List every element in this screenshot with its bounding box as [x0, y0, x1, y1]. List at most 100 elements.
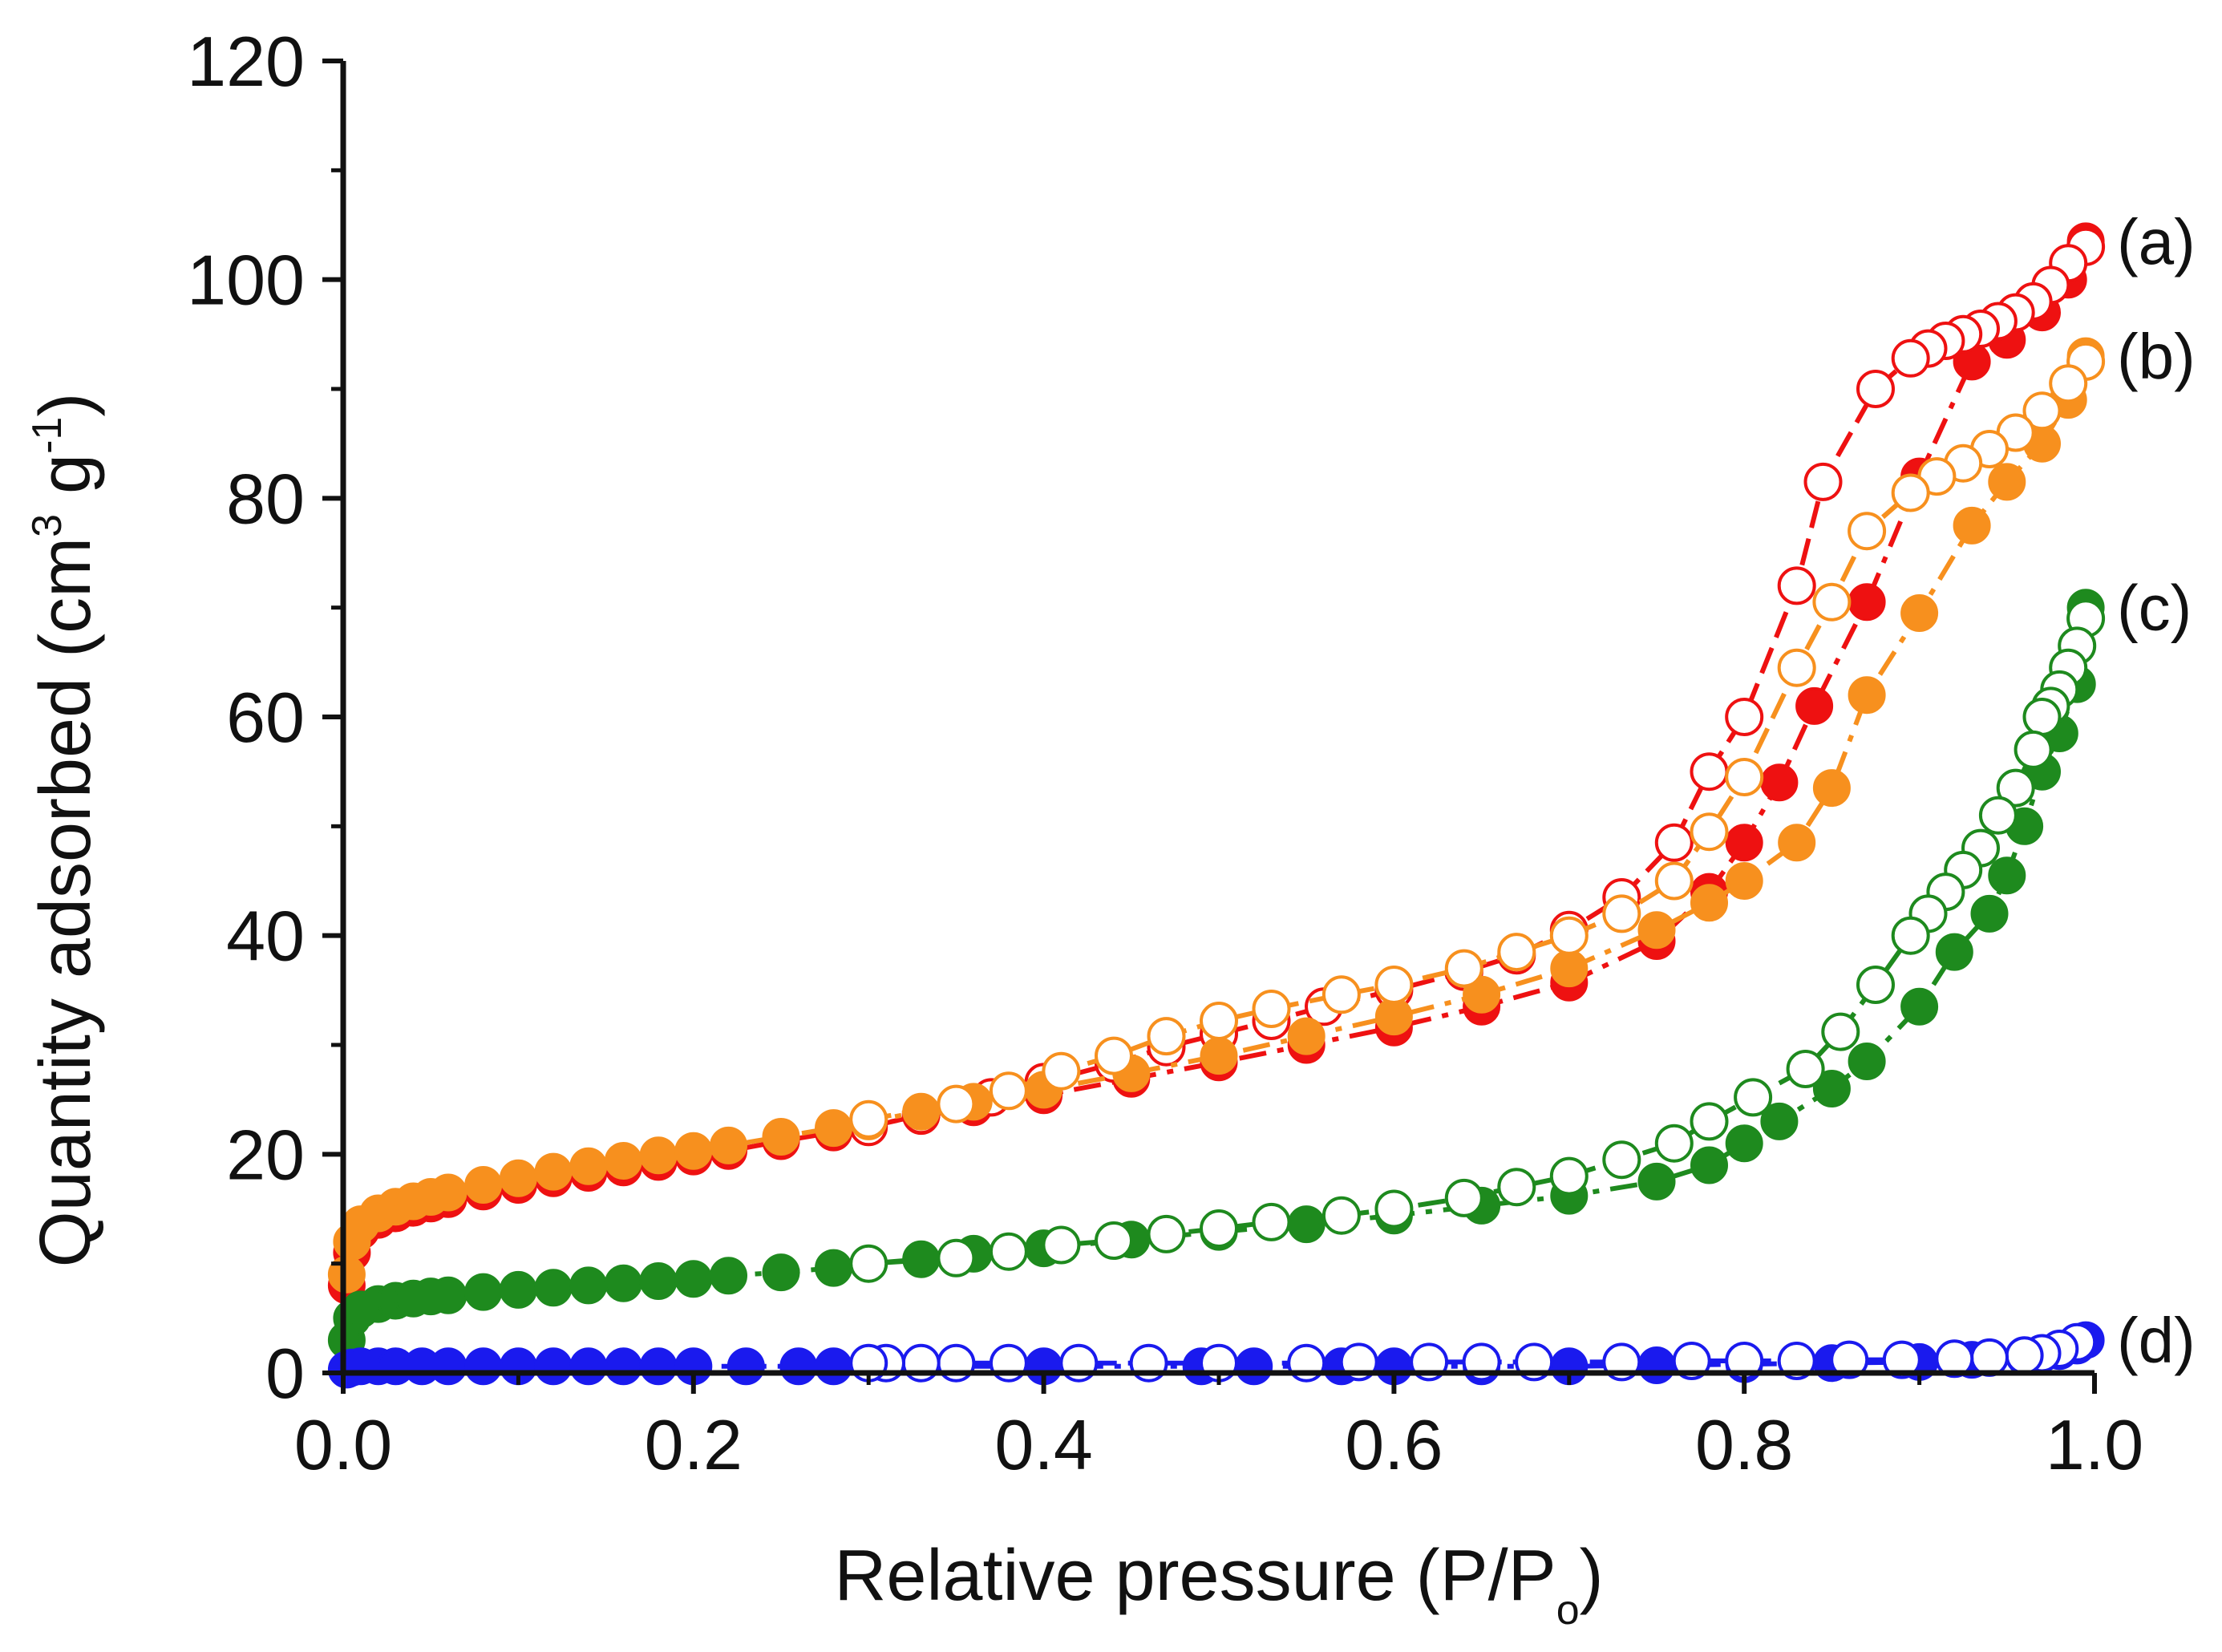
series-b-adsorption-point [604, 1142, 642, 1180]
series-d-adsorption-point [464, 1347, 503, 1386]
series-b-adsorption-point [815, 1109, 852, 1148]
series-c-adsorption-point [762, 1253, 800, 1292]
series-c-adsorption-point [1725, 1124, 1763, 1163]
series-a: (a) [327, 206, 2196, 1305]
series-label-a: (a) [2117, 206, 2196, 277]
series-c-adsorption-point [1988, 856, 2026, 895]
series-label-d: (d) [2117, 1305, 2196, 1376]
y-tick-label: 0 [265, 1334, 305, 1413]
series-c-adsorption-point [569, 1266, 608, 1305]
series-b-adsorption-point [429, 1173, 467, 1212]
x-axis-title-sub: o [1556, 1587, 1580, 1634]
series-b-desorption-line [868, 360, 2088, 1122]
series-b-adsorption-point [1287, 1017, 1326, 1055]
series-c-adsorption-point [1970, 894, 2009, 933]
y-tick-label: 60 [226, 678, 305, 757]
series-d-adsorption-point [604, 1347, 642, 1386]
series-b-adsorption-point [534, 1152, 573, 1191]
series-b-adsorption-point [639, 1136, 678, 1175]
series-label-b: (b) [2117, 321, 2196, 392]
series-b-desorption-point [1848, 512, 1887, 551]
series-b-adsorption-point [1550, 949, 1589, 988]
series-b-desorption-point [2049, 364, 2088, 403]
series-c-desorption-point [849, 1244, 888, 1283]
series-b-desorption-point [2022, 391, 2062, 431]
series-d-desorption-point [1830, 1340, 1869, 1379]
series-b-desorption-point [1891, 473, 1930, 512]
x-axis-title-main: Relative pressure (P/P [834, 1536, 1556, 1616]
series-a-desorption-point [1803, 462, 1843, 501]
series-b-adsorption-point [674, 1132, 713, 1170]
series-c-desorption-point [2022, 698, 2062, 736]
x-tick-label: 0.0 [294, 1405, 392, 1484]
series-c-desorption-point [1602, 1140, 1641, 1180]
y-tick-label: 100 [187, 241, 305, 320]
series-b-adsorption-point [902, 1092, 941, 1131]
series-b-adsorption-point [569, 1147, 608, 1185]
axes-layer: 0.0 0.2 0.4 0.6 0.8 1.0 0 20 40 60 80 100 120 [187, 22, 2143, 1484]
series-b-adsorption-point [1812, 769, 1851, 808]
series-d-desorption-point [2005, 1336, 2044, 1375]
series-c-adsorption-point [674, 1260, 713, 1298]
series-b-desorption-point [1725, 758, 1764, 796]
series-c-desorption-point [1095, 1221, 1133, 1260]
series-b-desorption-point [1549, 916, 1589, 955]
series-b-desorption-point [1200, 1002, 1238, 1040]
series-c-adsorption-point [1812, 1070, 1851, 1107]
series-c-desorption-point [1996, 768, 2035, 808]
series-b-desorption-point [1812, 582, 1852, 622]
series-c-desorption-point [1690, 1102, 1729, 1141]
series-c-desorption-point [1978, 796, 2018, 835]
series-a-desorption-point [1725, 698, 1764, 736]
series-a-adsorption-point [1848, 583, 1886, 622]
series-c-adsorption-point [1690, 1146, 1728, 1184]
series-b-adsorption-point [762, 1118, 800, 1156]
series-b-desorption-point [1095, 1036, 1133, 1075]
series-d-adsorption-point [815, 1347, 852, 1386]
series-c-adsorption-point [1287, 1205, 1326, 1244]
series-c-desorption-point [1856, 966, 1895, 1004]
series-a-desorption-point [1777, 566, 1816, 605]
series-c-adsorption-point [1760, 1102, 1799, 1140]
y-tick-label: 120 [187, 22, 305, 101]
y-tick-label: 40 [226, 897, 305, 976]
series-c-desorption-point [1891, 916, 1930, 955]
series-b-adsorption-point [1848, 676, 1886, 715]
series-b-desorption-point [937, 1084, 976, 1124]
series-b-adsorption-point [1725, 862, 1763, 900]
series-c-desorption-point [1147, 1214, 1186, 1253]
series-b-desorption-point [1777, 648, 1816, 687]
series-c-desorption-point [1734, 1078, 1773, 1117]
series-c-adsorption-point [710, 1257, 747, 1295]
series-c-adsorption-point [429, 1276, 467, 1314]
x-tick-label: 0.6 [1345, 1405, 1443, 1484]
series-c-desorption-point [1374, 1189, 1414, 1229]
series-b-desorption-point [1252, 990, 1291, 1028]
series-d-adsorption-point [639, 1347, 678, 1386]
series-c-adsorption-point [1637, 1162, 1676, 1201]
series-b-desorption-point [1497, 933, 1536, 972]
series-c-adsorption-point [902, 1240, 941, 1278]
series-a-adsorption-point [1795, 686, 1834, 725]
series-c-adsorption-point [534, 1269, 573, 1307]
x-tick-label: 0.8 [1695, 1405, 1793, 1484]
series-c-adsorption-point [1848, 1043, 1886, 1080]
series-b-adsorption-point [1900, 594, 1939, 632]
series-c-adsorption-point [1900, 987, 1939, 1026]
series-c-desorption-point [1821, 1012, 1860, 1051]
x-axis-title: Relative pressure (P/Po) [834, 1536, 1603, 1634]
series-c: (c) [327, 573, 2192, 1359]
series-c-desorption-point [2014, 730, 2053, 769]
series-label-c: (c) [2117, 573, 2192, 644]
series-b-adsorption-point [1200, 1037, 1238, 1075]
series-a-desorption-point [1690, 752, 1729, 792]
series-c-adsorption-point [815, 1249, 852, 1287]
series-b-desorption-point [1444, 949, 1483, 988]
y-tick-label: 80 [226, 459, 305, 538]
series-d-adsorption-point [727, 1347, 765, 1386]
y-axis-title-close: ) [26, 393, 106, 417]
series-a-desorption-point [1654, 823, 1694, 862]
series-c-desorption-point [1786, 1050, 1825, 1088]
